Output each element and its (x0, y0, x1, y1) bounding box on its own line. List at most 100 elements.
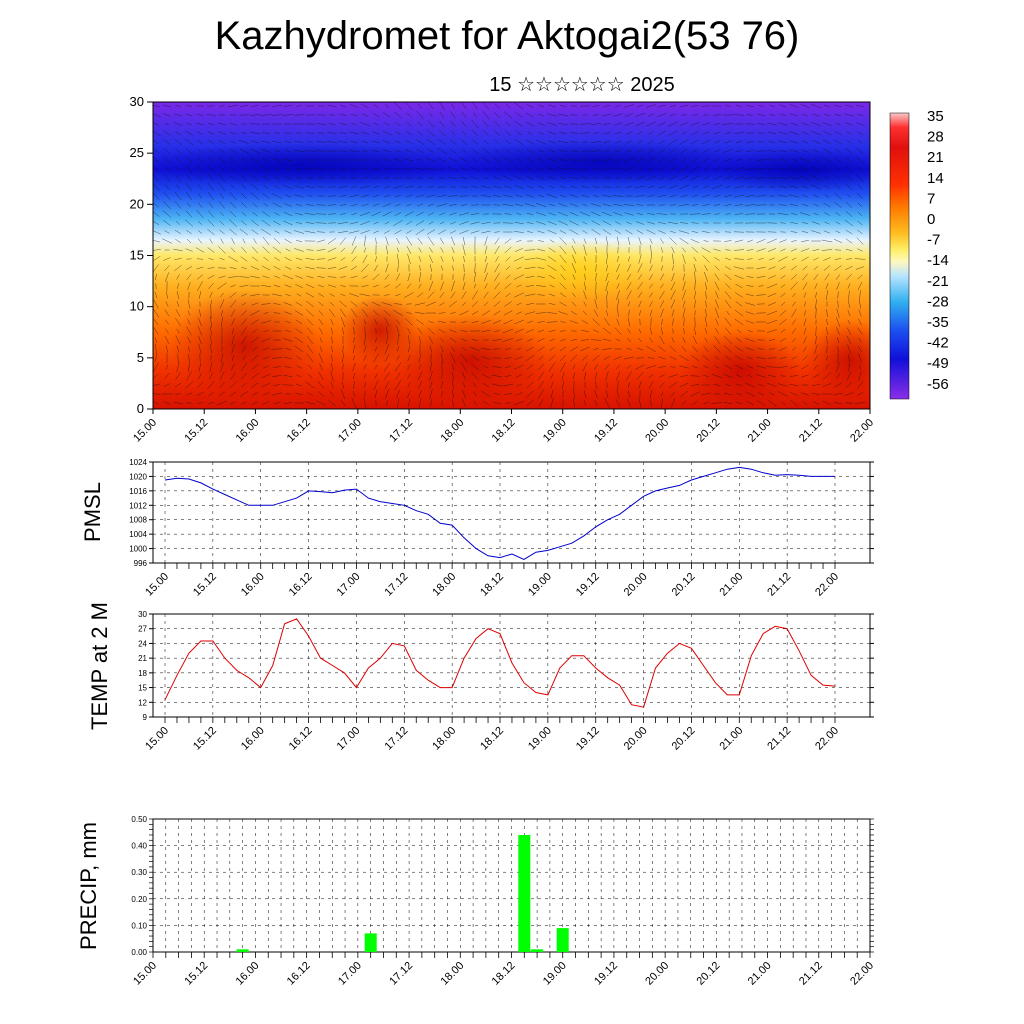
wind-vector (525, 121, 535, 127)
wind-vector (811, 166, 821, 172)
wind-vector (427, 149, 435, 153)
wind-vector (340, 389, 346, 399)
wind-vector (690, 122, 700, 126)
wind-vector (733, 249, 745, 251)
wind-vector (406, 230, 412, 234)
wind-vector (768, 338, 776, 342)
wind-vector (461, 347, 467, 351)
wind-vector (558, 203, 568, 207)
wind-vector (405, 236, 413, 246)
wind-vector (524, 267, 536, 269)
wind-vector (803, 346, 807, 352)
wind-vector (514, 138, 524, 146)
wind-vector (745, 382, 755, 388)
wind-vector (404, 168, 414, 170)
wind-vector (734, 346, 744, 352)
wind-vector (524, 311, 536, 315)
wind-vector (418, 398, 422, 408)
wind-vector (537, 329, 545, 333)
wind-vector (747, 356, 753, 360)
wind-vector (342, 353, 344, 363)
wind-vector (459, 229, 469, 235)
wind-vector (649, 254, 653, 264)
wind-vector (768, 275, 776, 279)
wind-vector (394, 159, 402, 161)
wind-vector (383, 310, 391, 316)
wind-vector (537, 338, 545, 342)
wind-vector (272, 246, 282, 254)
wind-vector (660, 308, 664, 318)
wind-vector (327, 204, 337, 206)
wind-vector (780, 266, 786, 270)
wind-vector (373, 264, 379, 272)
wind-vector (547, 176, 557, 180)
pmsl-x-tick-label: 21.00 (717, 571, 745, 599)
wind-vector (207, 247, 215, 253)
wind-vector (590, 140, 602, 144)
wind-vector (711, 402, 723, 404)
wind-vector (746, 104, 754, 108)
wind-vector (779, 310, 787, 316)
wind-vector (602, 168, 612, 170)
wind-vector (658, 356, 666, 360)
wind-vector (583, 244, 587, 256)
wind-vector (834, 401, 842, 405)
wind-vector (536, 248, 546, 252)
wind-vector (856, 131, 864, 135)
wind-vector (801, 364, 809, 370)
wind-vector (208, 123, 214, 125)
wind-vector (306, 336, 314, 344)
pmsl-y-label: PMSL (80, 482, 105, 542)
wind-vector (757, 348, 765, 350)
wind-vector (451, 363, 455, 371)
wind-vector (525, 194, 535, 198)
wind-vector (482, 382, 490, 388)
wind-vector (316, 141, 326, 143)
wind-vector (615, 105, 621, 107)
wind-vector (823, 166, 831, 172)
wind-vector (524, 293, 536, 297)
wind-vector (327, 238, 337, 244)
wind-vector (460, 204, 468, 206)
wind-vector (351, 213, 357, 215)
wind-vector (342, 381, 344, 389)
wind-vector (683, 317, 685, 327)
wind-vector (583, 281, 587, 291)
wind-vector (330, 327, 334, 335)
wind-vector (669, 237, 677, 245)
wind-vector (251, 219, 259, 227)
wind-vector (834, 265, 842, 271)
wind-vector (271, 114, 283, 116)
wind-vector (591, 203, 601, 207)
wind-vector (504, 139, 512, 145)
wind-vector (440, 337, 444, 343)
wind-vector (196, 266, 204, 270)
wind-vector (396, 253, 400, 265)
wind-vector (174, 201, 182, 209)
wind-vector (197, 157, 203, 163)
wind-vector (636, 230, 644, 234)
wind-vector (821, 239, 833, 243)
wind-vector (262, 356, 270, 360)
wind-vector (494, 245, 500, 255)
wind-vector (186, 274, 192, 280)
wind-vector (351, 256, 357, 262)
pmsl-x-tick-label: 17.12 (382, 571, 410, 599)
wind-vector (229, 228, 237, 236)
wind-vector (283, 302, 293, 306)
wind-vector (667, 221, 679, 225)
wind-vector (802, 355, 808, 361)
wind-vector (427, 129, 435, 137)
wind-vector (439, 292, 445, 298)
wind-vector (452, 390, 454, 398)
wind-vector (438, 158, 446, 162)
wind-vector (304, 150, 316, 152)
wind-vector (658, 139, 666, 145)
wind-vector (557, 167, 569, 171)
wind-vector (536, 139, 546, 145)
wind-vector (702, 231, 710, 233)
wind-vector (448, 157, 458, 163)
wind-vector (418, 103, 422, 109)
wind-vector (705, 300, 707, 308)
wind-vector (634, 195, 646, 197)
